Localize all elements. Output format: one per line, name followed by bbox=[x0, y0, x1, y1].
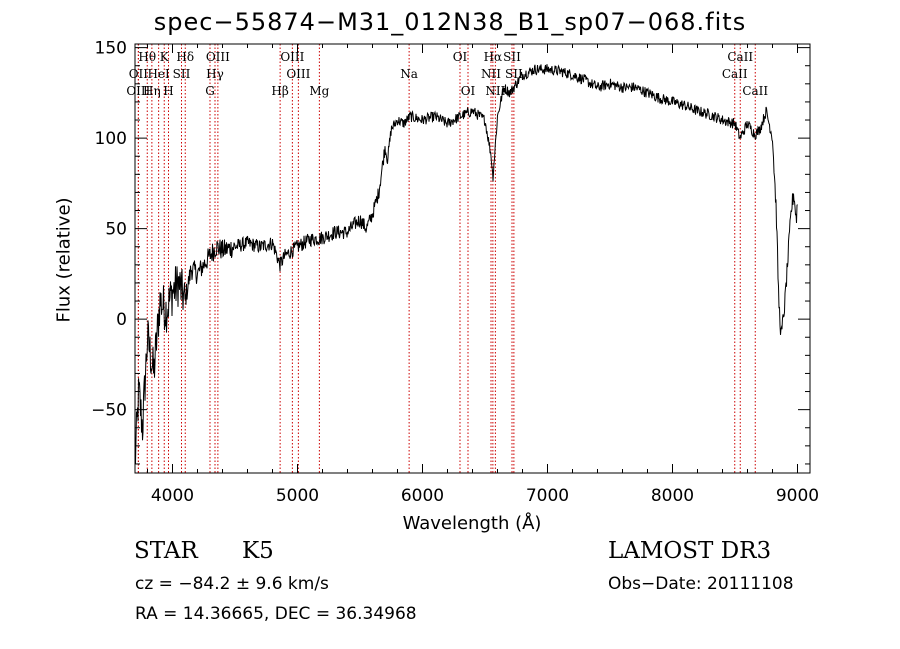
emission-line-label: CaII bbox=[727, 50, 753, 64]
emission-line-label: OIII bbox=[280, 50, 304, 64]
redshift-readout: cz = −84.2 ± 9.6 km/s bbox=[135, 574, 329, 594]
y-tick-label: 100 bbox=[95, 129, 127, 149]
emission-line-label: CaII bbox=[722, 67, 748, 81]
emission-line-label: HeI bbox=[147, 67, 170, 81]
y-axis-label: Flux (relative) bbox=[53, 197, 75, 323]
x-tick-label: 7000 bbox=[526, 486, 569, 506]
emission-line-label: H bbox=[163, 84, 173, 98]
x-axis-label: Wavelength (Å) bbox=[402, 513, 542, 534]
emission-line-label: Hη bbox=[143, 84, 161, 98]
emission-line-label: OI bbox=[461, 84, 476, 98]
coordinates-readout: RA = 14.36665, DEC = 36.34968 bbox=[135, 604, 417, 624]
emission-line-label: OI bbox=[453, 50, 468, 64]
spectrum-line bbox=[134, 64, 798, 464]
x-tick-label: 9000 bbox=[776, 486, 819, 506]
emission-line-label: G bbox=[205, 84, 215, 98]
emission-line-label: Hα bbox=[484, 50, 503, 64]
emission-line-label: CaII bbox=[742, 84, 768, 98]
axis-ticks: 4000 5000 6000 7000 8000 9000 −50 0 50 100 150 bbox=[91, 39, 819, 506]
emission-line-label: SII bbox=[503, 50, 521, 64]
emission-line-label: OIII bbox=[286, 67, 310, 81]
emission-line-label: NII bbox=[485, 84, 505, 98]
emission-line-markers bbox=[137, 44, 756, 473]
emission-line-label: Hδ bbox=[176, 50, 194, 64]
x-tick-label: 8000 bbox=[651, 486, 694, 506]
emission-line-label: Hβ bbox=[271, 84, 288, 98]
emission-line-label: K bbox=[160, 50, 170, 64]
emission-line-label: Hθ bbox=[138, 50, 156, 64]
object-class: STAR bbox=[134, 538, 198, 564]
emission-line-label: NII bbox=[481, 67, 501, 81]
emission-line-label: SII bbox=[173, 67, 191, 81]
observation-date: Obs−Date: 20111108 bbox=[608, 574, 794, 594]
emission-line-label: Na bbox=[400, 67, 418, 81]
object-subclass: K5 bbox=[242, 538, 274, 564]
y-tick-label: 50 bbox=[105, 220, 127, 240]
y-tick-label: 150 bbox=[95, 39, 127, 59]
emission-line-label: Mg bbox=[309, 84, 329, 98]
emission-line-label: Hγ bbox=[206, 67, 224, 81]
x-tick-label: 5000 bbox=[276, 486, 319, 506]
spectrum-series bbox=[134, 64, 798, 464]
y-tick-label: −50 bbox=[91, 401, 127, 421]
emission-line-label: SII bbox=[505, 67, 523, 81]
emission-line-label: OII bbox=[129, 67, 149, 81]
chart-title: spec−55874−M31_012N38_B1_sp07−068.fits bbox=[153, 8, 747, 36]
y-tick-label: 0 bbox=[116, 310, 127, 330]
plot-frame bbox=[134, 43, 811, 474]
survey-name: LAMOST DR3 bbox=[608, 538, 772, 564]
x-tick-label: 4000 bbox=[151, 486, 194, 506]
emission-line-label: OIII bbox=[126, 84, 150, 98]
emission-line-label: OIII bbox=[206, 50, 230, 64]
x-tick-label: 6000 bbox=[401, 486, 444, 506]
